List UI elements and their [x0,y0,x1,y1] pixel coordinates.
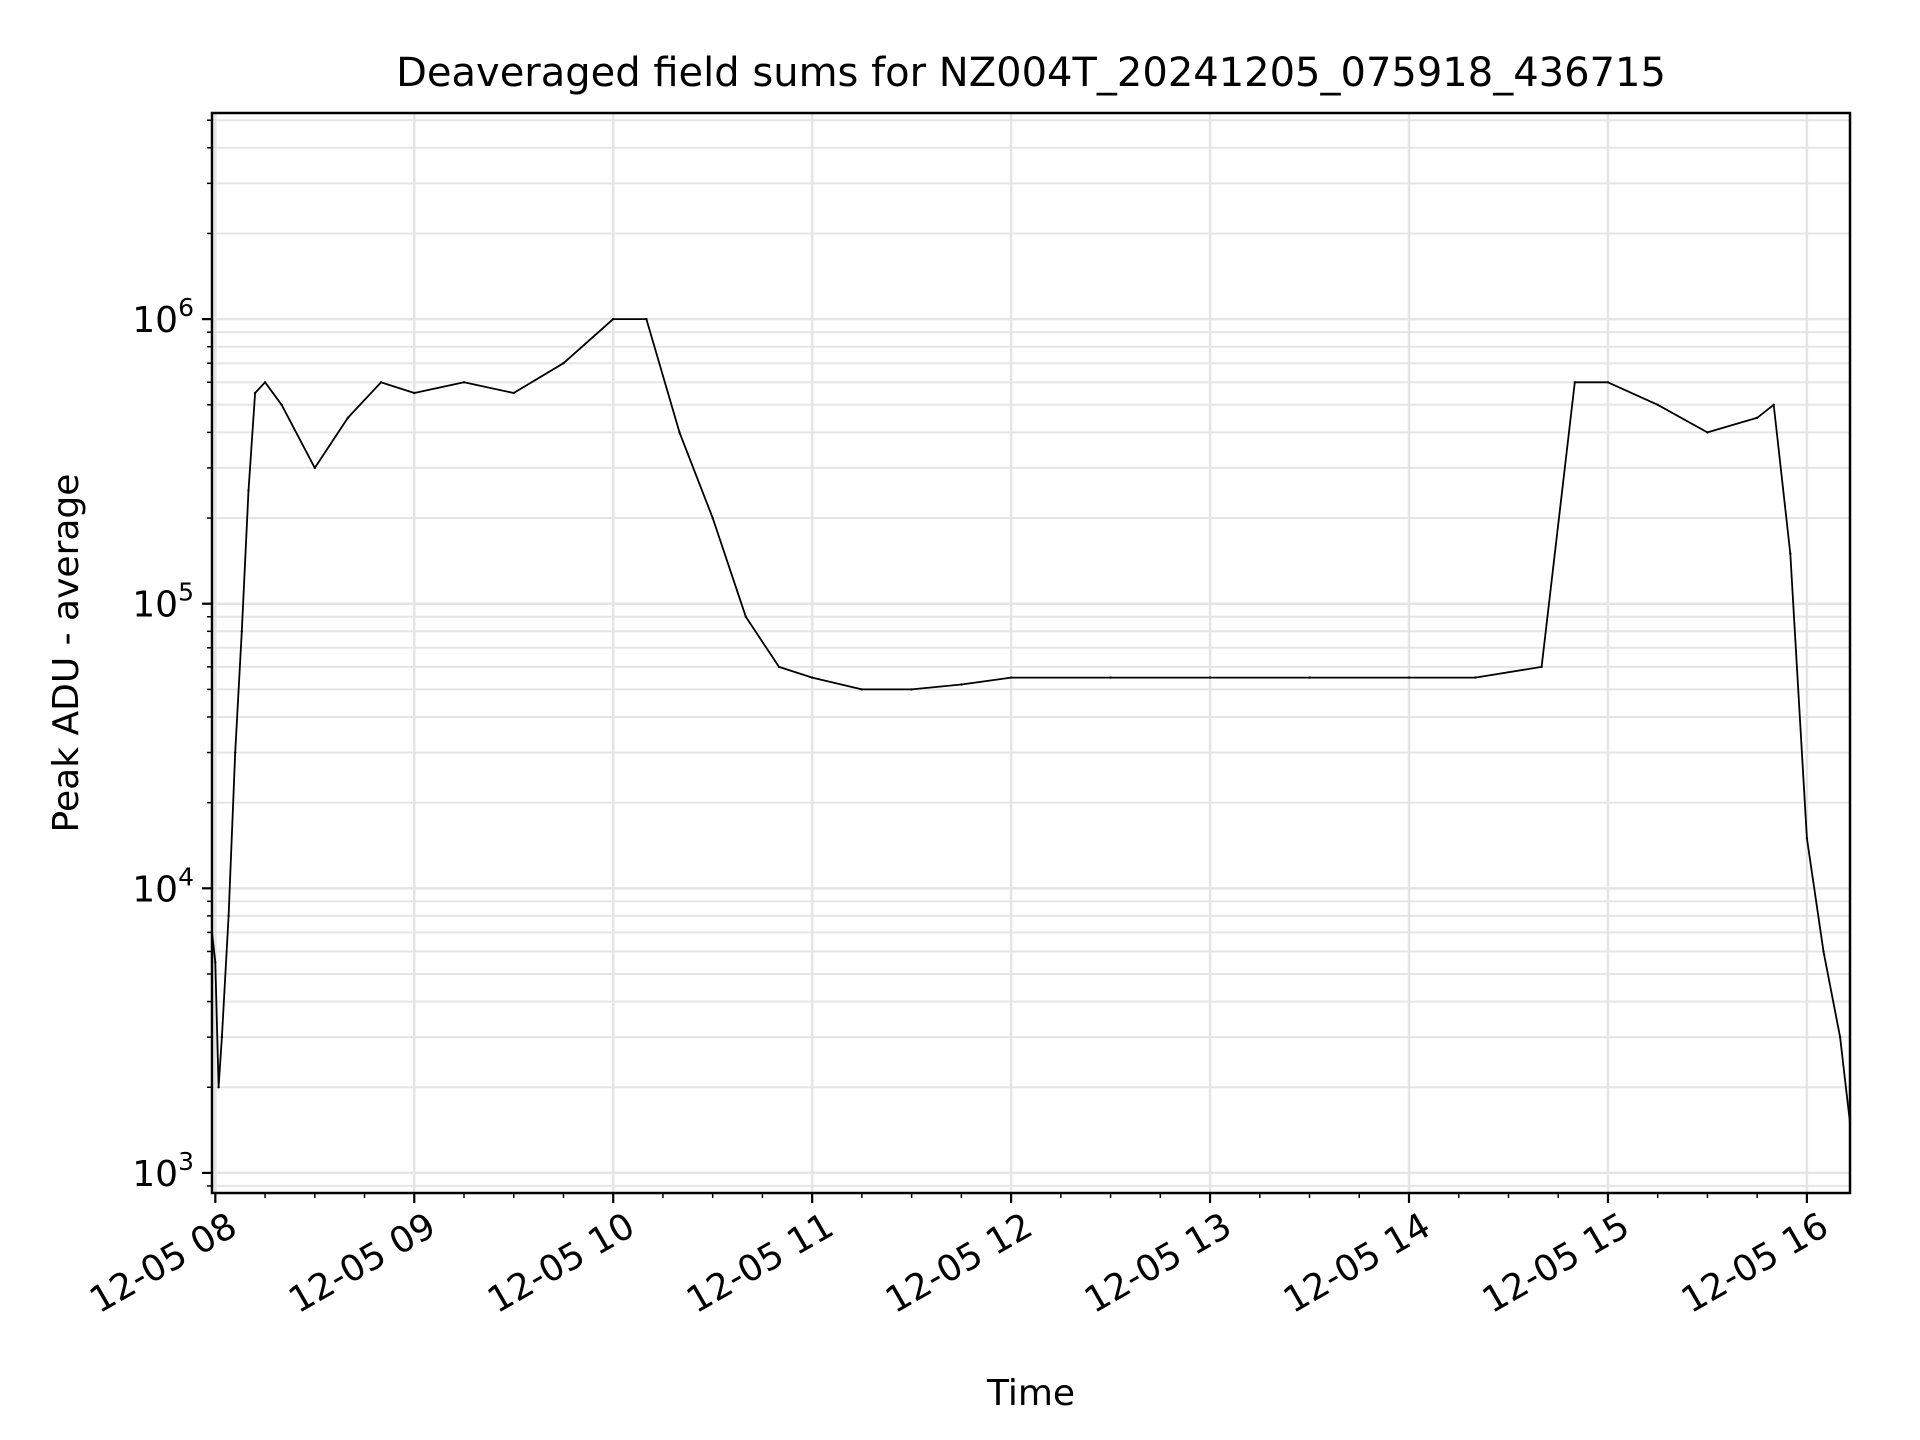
data-point [214,961,217,964]
data-point [645,317,648,321]
data-point [1208,676,1212,679]
grid-layer [212,113,1850,1193]
data-point [1772,403,1775,406]
data-point [1822,950,1825,953]
data-point [777,665,781,669]
y-tick-label: 103 [132,1147,194,1195]
data-point [1656,403,1659,406]
data-point [811,676,814,679]
data-point [1407,676,1411,679]
data-point [220,1035,224,1039]
chart-title: Deaveraged field sums for NZ004T_2024120… [396,50,1666,96]
data-point [612,317,615,321]
data-point [227,914,230,918]
y-tick-exponent: 4 [178,862,194,891]
data-point [234,751,237,754]
plot-frame [210,111,1852,1195]
data-point [247,489,250,492]
data-point [678,431,681,434]
y-tick-base: 10 [132,300,178,341]
y-tick-label: 106 [132,293,194,341]
y-tick-exponent: 6 [178,293,194,322]
data-point [1606,381,1610,384]
data-point [1009,676,1013,679]
y-tick-base: 10 [132,585,178,626]
data-point [240,630,243,633]
y-tick-label: 105 [132,578,194,626]
data-point [280,403,283,406]
y-tick-base: 10 [132,1154,178,1195]
y-tick-exponent: 5 [178,578,194,607]
series-line [211,318,1851,1123]
data-point [860,688,864,691]
data-point [379,381,383,384]
y-tick-base: 10 [132,869,178,910]
x-axis-label: Time [986,1373,1075,1414]
data-point [217,1086,220,1089]
data-point [512,391,515,395]
data-point [263,381,267,384]
data-point [1805,837,1809,840]
data-point [960,683,963,686]
data-point [462,381,466,384]
data-point [1838,1035,1842,1039]
data-point [1789,552,1792,555]
y-tick-exponent: 3 [178,1147,194,1176]
data-point [1109,676,1112,679]
y-tick-label: 104 [132,862,194,910]
data-point [910,688,913,691]
data-point [711,516,714,520]
data-point [253,391,257,395]
data-point [562,362,565,365]
data-point [1706,431,1709,434]
data-point [1540,665,1543,669]
data-point [346,416,350,419]
data-point [1573,381,1577,384]
data-point [313,466,316,470]
data-point [1756,416,1759,419]
data-point [1308,676,1311,679]
data-point [1474,676,1477,679]
data-point [413,391,416,395]
data-point [744,615,747,618]
y-axis-label: Peak ADU - average [46,474,87,833]
